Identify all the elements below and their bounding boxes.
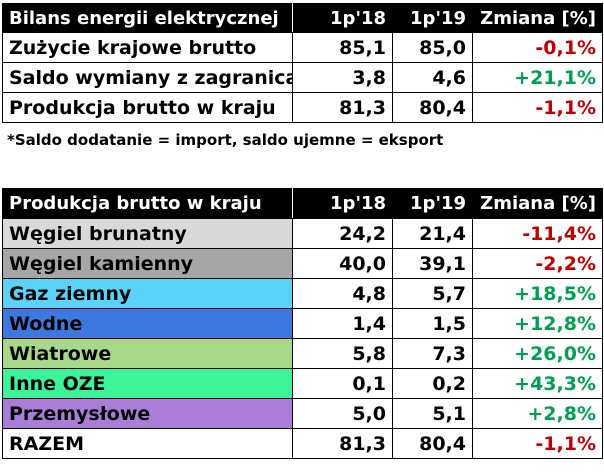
production-value-1p19: 1,5 xyxy=(392,308,473,339)
balance-label: Produkcja brutto w kraju xyxy=(2,92,293,123)
production-table: Produkcja brutto w kraju 1p'18 1p'19 Zmi… xyxy=(2,188,603,459)
production-header-change: Zmiana [%] xyxy=(472,188,603,219)
production-change: +2,8% xyxy=(472,398,603,429)
balance-header-change: Zmiana [%] xyxy=(472,3,603,33)
production-value-1p18: 0,1 xyxy=(292,368,393,399)
balance-table: Bilans energii elektrycznej 1p'18 1p'19 … xyxy=(2,3,603,123)
production-value-1p18: 81,3 xyxy=(292,428,393,459)
production-row: RAZEM 81,3 80,4 -1,1% xyxy=(2,428,603,459)
balance-header-row: Bilans energii elektrycznej 1p'18 1p'19 … xyxy=(2,3,603,33)
production-change: -11,4% xyxy=(472,218,603,249)
production-row: Wodne 1,4 1,5 +12,8% xyxy=(2,308,603,339)
balance-value-1p18: 81,3 xyxy=(292,92,393,123)
production-label: Przemysłowe xyxy=(2,398,293,429)
production-value-1p19: 21,4 xyxy=(392,218,473,249)
production-label: Inne OZE xyxy=(2,368,293,399)
production-header-label: Produkcja brutto w kraju xyxy=(2,188,293,219)
production-label: Węgiel kamienny xyxy=(2,248,293,279)
balance-change: -0,1% xyxy=(472,32,603,63)
production-row: Przemysłowe 5,0 5,1 +2,8% xyxy=(2,398,603,429)
production-row: Inne OZE 0,1 0,2 +43,3% xyxy=(2,368,603,399)
balance-value-1p18: 85,1 xyxy=(292,32,393,63)
production-value-1p19: 0,2 xyxy=(392,368,473,399)
production-value-1p19: 39,1 xyxy=(392,248,473,279)
production-label: Gaz ziemny xyxy=(2,278,293,309)
production-value-1p18: 5,8 xyxy=(292,338,393,369)
balance-value-1p19: 85,0 xyxy=(392,32,473,63)
production-value-1p18: 4,8 xyxy=(292,278,393,309)
production-label: Wiatrowe xyxy=(2,338,293,369)
production-label: Wodne xyxy=(2,308,293,339)
production-value-1p18: 24,2 xyxy=(292,218,393,249)
balance-header-label: Bilans energii elektrycznej xyxy=(2,3,293,33)
production-value-1p19: 5,1 xyxy=(392,398,473,429)
production-header-row: Produkcja brutto w kraju 1p'18 1p'19 Zmi… xyxy=(2,188,603,219)
balance-change: +21,1% xyxy=(472,62,603,93)
production-value-1p18: 5,0 xyxy=(292,398,393,429)
production-change: +12,8% xyxy=(472,308,603,339)
production-change: -2,2% xyxy=(472,248,603,279)
production-row: Gaz ziemny 4,8 5,7 +18,5% xyxy=(2,278,603,309)
production-label: Węgiel brunatny xyxy=(2,218,293,249)
balance-label: Saldo wymiany z zagranicą* xyxy=(2,62,293,93)
production-label: RAZEM xyxy=(2,428,293,459)
production-header-1p18: 1p'18 xyxy=(292,188,393,219)
production-change: +18,5% xyxy=(472,278,603,309)
production-value-1p18: 40,0 xyxy=(292,248,393,279)
production-change: +43,3% xyxy=(472,368,603,399)
balance-row: Saldo wymiany z zagranicą* 3,8 4,6 +21,1% xyxy=(2,62,603,93)
balance-value-1p18: 3,8 xyxy=(292,62,393,93)
production-row: Węgiel brunatny 24,2 21,4 -11,4% xyxy=(2,218,603,249)
balance-value-1p19: 4,6 xyxy=(392,62,473,93)
balance-header-1p18: 1p'18 xyxy=(292,3,393,33)
production-value-1p19: 80,4 xyxy=(392,428,473,459)
production-value-1p18: 1,4 xyxy=(292,308,393,339)
balance-label: Zużycie krajowe brutto xyxy=(2,32,293,63)
balance-header-1p19: 1p'19 xyxy=(392,3,473,33)
production-row: Węgiel kamienny 40,0 39,1 -2,2% xyxy=(2,248,603,279)
production-value-1p19: 7,3 xyxy=(392,338,473,369)
balance-row: Produkcja brutto w kraju 81,3 80,4 -1,1% xyxy=(2,92,603,123)
balance-value-1p19: 80,4 xyxy=(392,92,473,123)
production-change: -1,1% xyxy=(472,428,603,459)
production-header-1p19: 1p'19 xyxy=(392,188,473,219)
footnote: *Saldo dodatanie = import, saldo ujemne … xyxy=(7,131,444,149)
production-row: Wiatrowe 5,8 7,3 +26,0% xyxy=(2,338,603,369)
balance-change: -1,1% xyxy=(472,92,603,123)
balance-row: Zużycie krajowe brutto 85,1 85,0 -0,1% xyxy=(2,32,603,63)
production-change: +26,0% xyxy=(472,338,603,369)
production-value-1p19: 5,7 xyxy=(392,278,473,309)
